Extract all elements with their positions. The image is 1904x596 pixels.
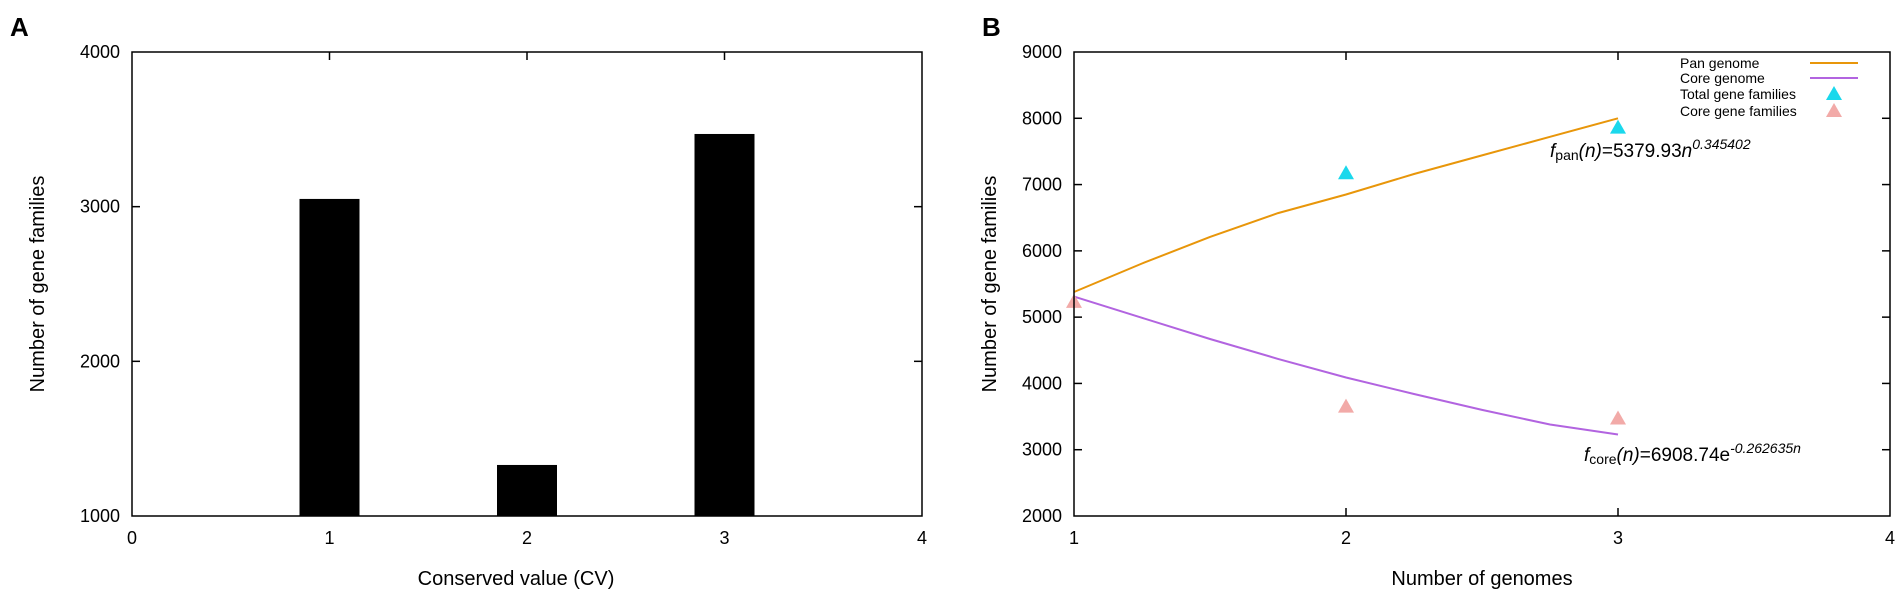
x-tick-label-a: 4: [917, 528, 927, 548]
core-eq-sub: core: [1589, 451, 1616, 467]
total-gene-families-marker: [1338, 165, 1354, 180]
x-axis-label-a: Conserved value (CV): [418, 568, 615, 590]
plot-frame-a: [131, 51, 923, 517]
y-tick-label-a: 4000: [80, 42, 120, 62]
pan-eq-arg: (n): [1579, 141, 1602, 162]
legend-label-pan-genome: Pan genome: [1680, 55, 1760, 71]
core-eq-exp: -0.262635n: [1730, 440, 1801, 456]
legend-label-core-genome: Core genome: [1680, 70, 1765, 86]
legend-label-core-gene-families: Core gene families: [1680, 103, 1797, 119]
y-tick-label-b: 5000: [1022, 307, 1062, 327]
panel-b-label: B: [982, 12, 1001, 42]
x-tick-label-a: 3: [719, 528, 729, 548]
core-gene-families-marker: [1610, 410, 1626, 425]
y-tick-label-b: 9000: [1022, 42, 1062, 62]
axis-ticks-b: 1 2 3 4 2000 3000 4000 5000 6000 7000 8000 9000: [1022, 42, 1895, 548]
core-gene-families-marker: [1338, 398, 1354, 413]
legend-swatch-total-gene-families: [1826, 86, 1842, 100]
bar-cv-1: [299, 198, 360, 516]
axis-ticks-a: 0 1 2 3 4 1000 2000 3000 4000: [80, 42, 927, 548]
x-tick-label-b: 1: [1069, 528, 1079, 548]
x-tick-label-a: 1: [324, 528, 334, 548]
pan-eq-value: =5379.93: [1602, 141, 1682, 162]
bar-cv-3: [694, 133, 755, 516]
y-tick-label-a: 2000: [80, 351, 120, 371]
x-axis-label-b: Number of genomes: [1391, 568, 1572, 590]
marker-series: [1066, 119, 1626, 425]
y-axis-label-a: Number of gene families: [27, 176, 49, 393]
y-tick-label-b: 7000: [1022, 175, 1062, 195]
bar-series: [299, 133, 755, 516]
legend-swatch-core-gene-families: [1826, 103, 1842, 117]
y-tick-label-b: 4000: [1022, 373, 1062, 393]
x-tick-label-b: 4: [1885, 528, 1895, 548]
x-tick-label-a: 0: [127, 528, 137, 548]
pan-eq-sub: pan: [1555, 147, 1578, 163]
core-eq-value: =6908.74: [1640, 445, 1720, 466]
y-tick-label-b: 6000: [1022, 241, 1062, 261]
panel-b: B 1 2 3 4 2000 3000 4000 5000 6000 7000 8000 9000 P…: [979, 12, 1895, 590]
pan-genome-equation: fpan(n)=5379.93n0.345402: [1550, 136, 1751, 163]
x-tick-label-a: 2: [522, 528, 532, 548]
total-gene-families-marker: [1610, 119, 1626, 134]
y-tick-label-a: 1000: [80, 506, 120, 526]
y-axis-label-b: Number of gene families: [979, 176, 1001, 393]
core-eq-arg: (n): [1617, 445, 1640, 466]
legend-label-total-gene-families: Total gene families: [1680, 86, 1796, 102]
pan-genome-line: [1073, 117, 1619, 293]
panel-a-label: A: [10, 12, 29, 42]
x-tick-label-b: 3: [1613, 528, 1623, 548]
core-genome-equation: fcore(n)=6908.74e-0.262635n: [1584, 440, 1801, 467]
core-eq-f: f: [1584, 445, 1591, 466]
y-tick-label-a: 3000: [80, 197, 120, 217]
y-tick-label-b: 3000: [1022, 440, 1062, 460]
core-eq-base: e: [1720, 445, 1731, 466]
panel-a: A 0 1 2 3 4 1000 2000 3000 4000 Conserved value …: [10, 12, 927, 590]
bar-cv-2: [497, 464, 557, 516]
pan-eq-f: f: [1550, 141, 1557, 162]
x-tick-label-b: 2: [1341, 528, 1351, 548]
line-series: [1073, 117, 1619, 436]
legend: Pan genome Core genome Total gene famili…: [1680, 55, 1858, 119]
pan-eq-exp: 0.345402: [1692, 136, 1751, 152]
core-genome-line: [1073, 295, 1619, 436]
plot-frame-b: [1073, 51, 1891, 517]
pan-eq-base: n: [1682, 141, 1693, 162]
y-tick-label-b: 8000: [1022, 108, 1062, 128]
y-tick-label-b: 2000: [1022, 506, 1062, 526]
